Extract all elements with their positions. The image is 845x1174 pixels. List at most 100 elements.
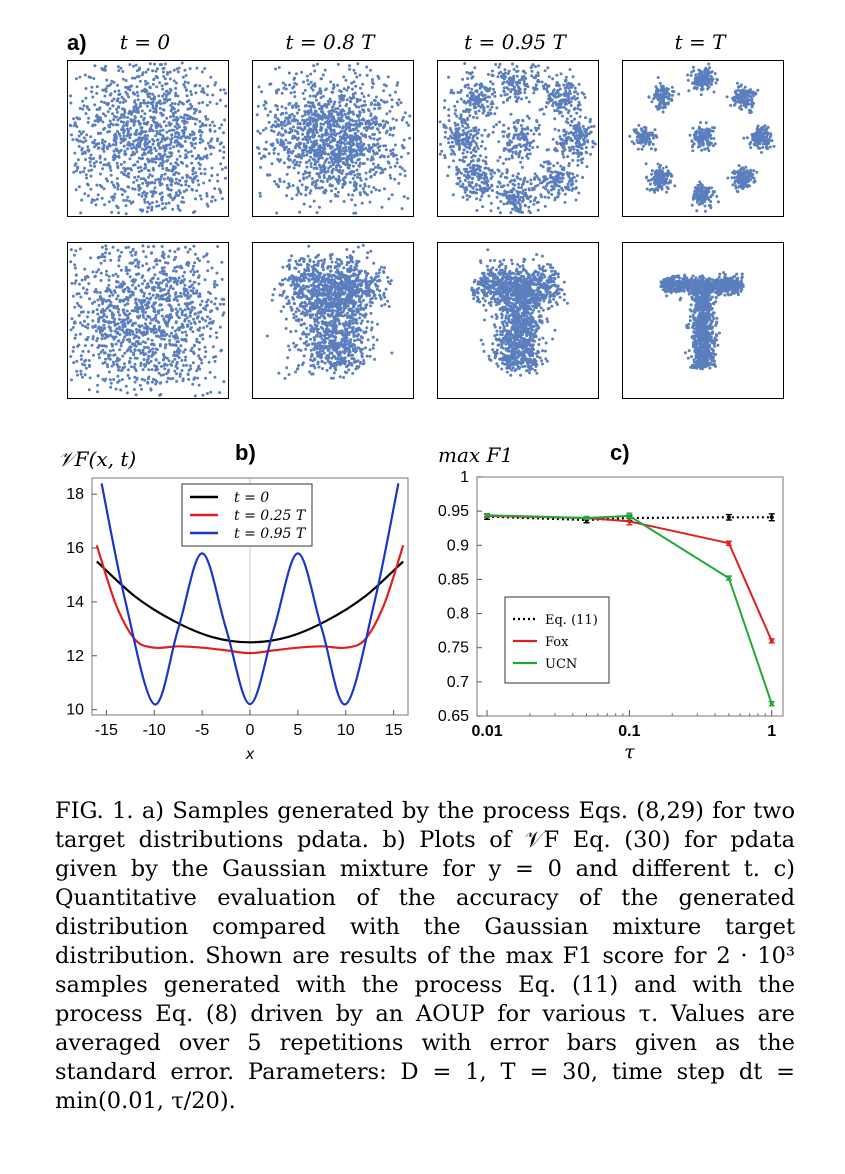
sample-point (449, 134, 452, 138)
sample-point (372, 143, 375, 146)
sample-point (131, 150, 135, 154)
sample-point (106, 84, 110, 88)
sample-point (569, 123, 572, 127)
sample-point (145, 104, 149, 108)
sample-point (550, 192, 554, 196)
sample-point (306, 150, 310, 154)
sample-point (147, 206, 150, 210)
sample-point (323, 142, 327, 146)
sample-point (752, 132, 756, 136)
sample-point (714, 81, 718, 85)
sample-point (562, 142, 566, 146)
sample-point (311, 88, 315, 92)
sample-point (315, 166, 319, 170)
sample-point (122, 144, 126, 148)
sample-point (531, 146, 535, 150)
sample-point (405, 121, 409, 125)
sample-point (576, 159, 580, 162)
sample-point (588, 119, 592, 123)
sample-point (473, 173, 477, 177)
sample-point (118, 134, 122, 138)
sample-point (363, 103, 367, 107)
sample-point (589, 152, 592, 156)
sample-point (534, 86, 537, 90)
sample-point (490, 189, 494, 192)
sample-point (566, 155, 570, 159)
sample-point (146, 95, 150, 99)
sample-point (328, 119, 332, 123)
sample-point (184, 88, 188, 92)
sample-point (182, 190, 186, 193)
sample-point (575, 111, 579, 115)
sample-point (536, 74, 540, 78)
sample-point (572, 131, 575, 135)
sample-point (113, 90, 117, 93)
sample-point (259, 165, 262, 169)
sample-point (550, 184, 554, 188)
sample-point (569, 114, 573, 118)
sample-point (513, 183, 517, 187)
sample-point (199, 172, 203, 176)
sample-point (560, 173, 564, 177)
sample-point (181, 102, 185, 106)
sample-point (454, 139, 458, 143)
sample-point (343, 175, 347, 179)
sample-point (381, 119, 385, 123)
sample-point (745, 136, 749, 140)
sample-point (366, 126, 370, 130)
sample-point (301, 132, 305, 136)
sample-point (327, 166, 331, 170)
sample-point (304, 171, 308, 175)
sample-point (752, 94, 756, 98)
sample-point (315, 172, 319, 176)
sample-point (537, 126, 540, 130)
sample-point (181, 75, 185, 79)
sample-point (124, 99, 128, 103)
sample-point (134, 103, 138, 106)
sample-point (354, 84, 358, 88)
sample-point (294, 118, 298, 122)
sample-point (163, 172, 167, 176)
sample-point (343, 152, 347, 156)
sample-point (356, 158, 360, 162)
sample-point (105, 163, 108, 167)
sample-point (562, 105, 566, 109)
sample-point (153, 116, 157, 120)
sample-point (512, 67, 516, 71)
sample-point (517, 89, 521, 93)
sample-point (288, 113, 292, 117)
sample-point (275, 88, 279, 92)
sample-point (576, 104, 580, 107)
sample-point (298, 160, 302, 164)
sample-point (174, 139, 178, 143)
sample-point (327, 112, 331, 116)
sample-point (284, 138, 288, 142)
sample-point (560, 114, 564, 118)
sample-point (469, 96, 473, 100)
sample-point (288, 184, 292, 188)
sample-point (114, 141, 118, 145)
sample-point (272, 151, 276, 155)
sample-point (308, 174, 311, 178)
sample-point (79, 139, 83, 143)
sample-point (710, 186, 714, 190)
sample-point (102, 143, 106, 147)
sample-point (486, 167, 490, 171)
sample-point (544, 82, 548, 86)
sample-point (186, 117, 189, 121)
sample-point (354, 127, 358, 130)
sample-point (128, 88, 132, 92)
sample-point (260, 90, 264, 94)
sample-point (155, 101, 159, 105)
sample-point (327, 152, 331, 156)
sample-point (519, 160, 523, 164)
sample-point (466, 83, 470, 87)
sample-point (145, 210, 149, 214)
sample-point (210, 166, 214, 170)
sample-point (220, 167, 224, 171)
sample-point (337, 149, 341, 153)
sample-point (379, 171, 383, 175)
sample-point (468, 162, 472, 166)
sample-point (523, 88, 527, 91)
sample-point (484, 89, 488, 92)
